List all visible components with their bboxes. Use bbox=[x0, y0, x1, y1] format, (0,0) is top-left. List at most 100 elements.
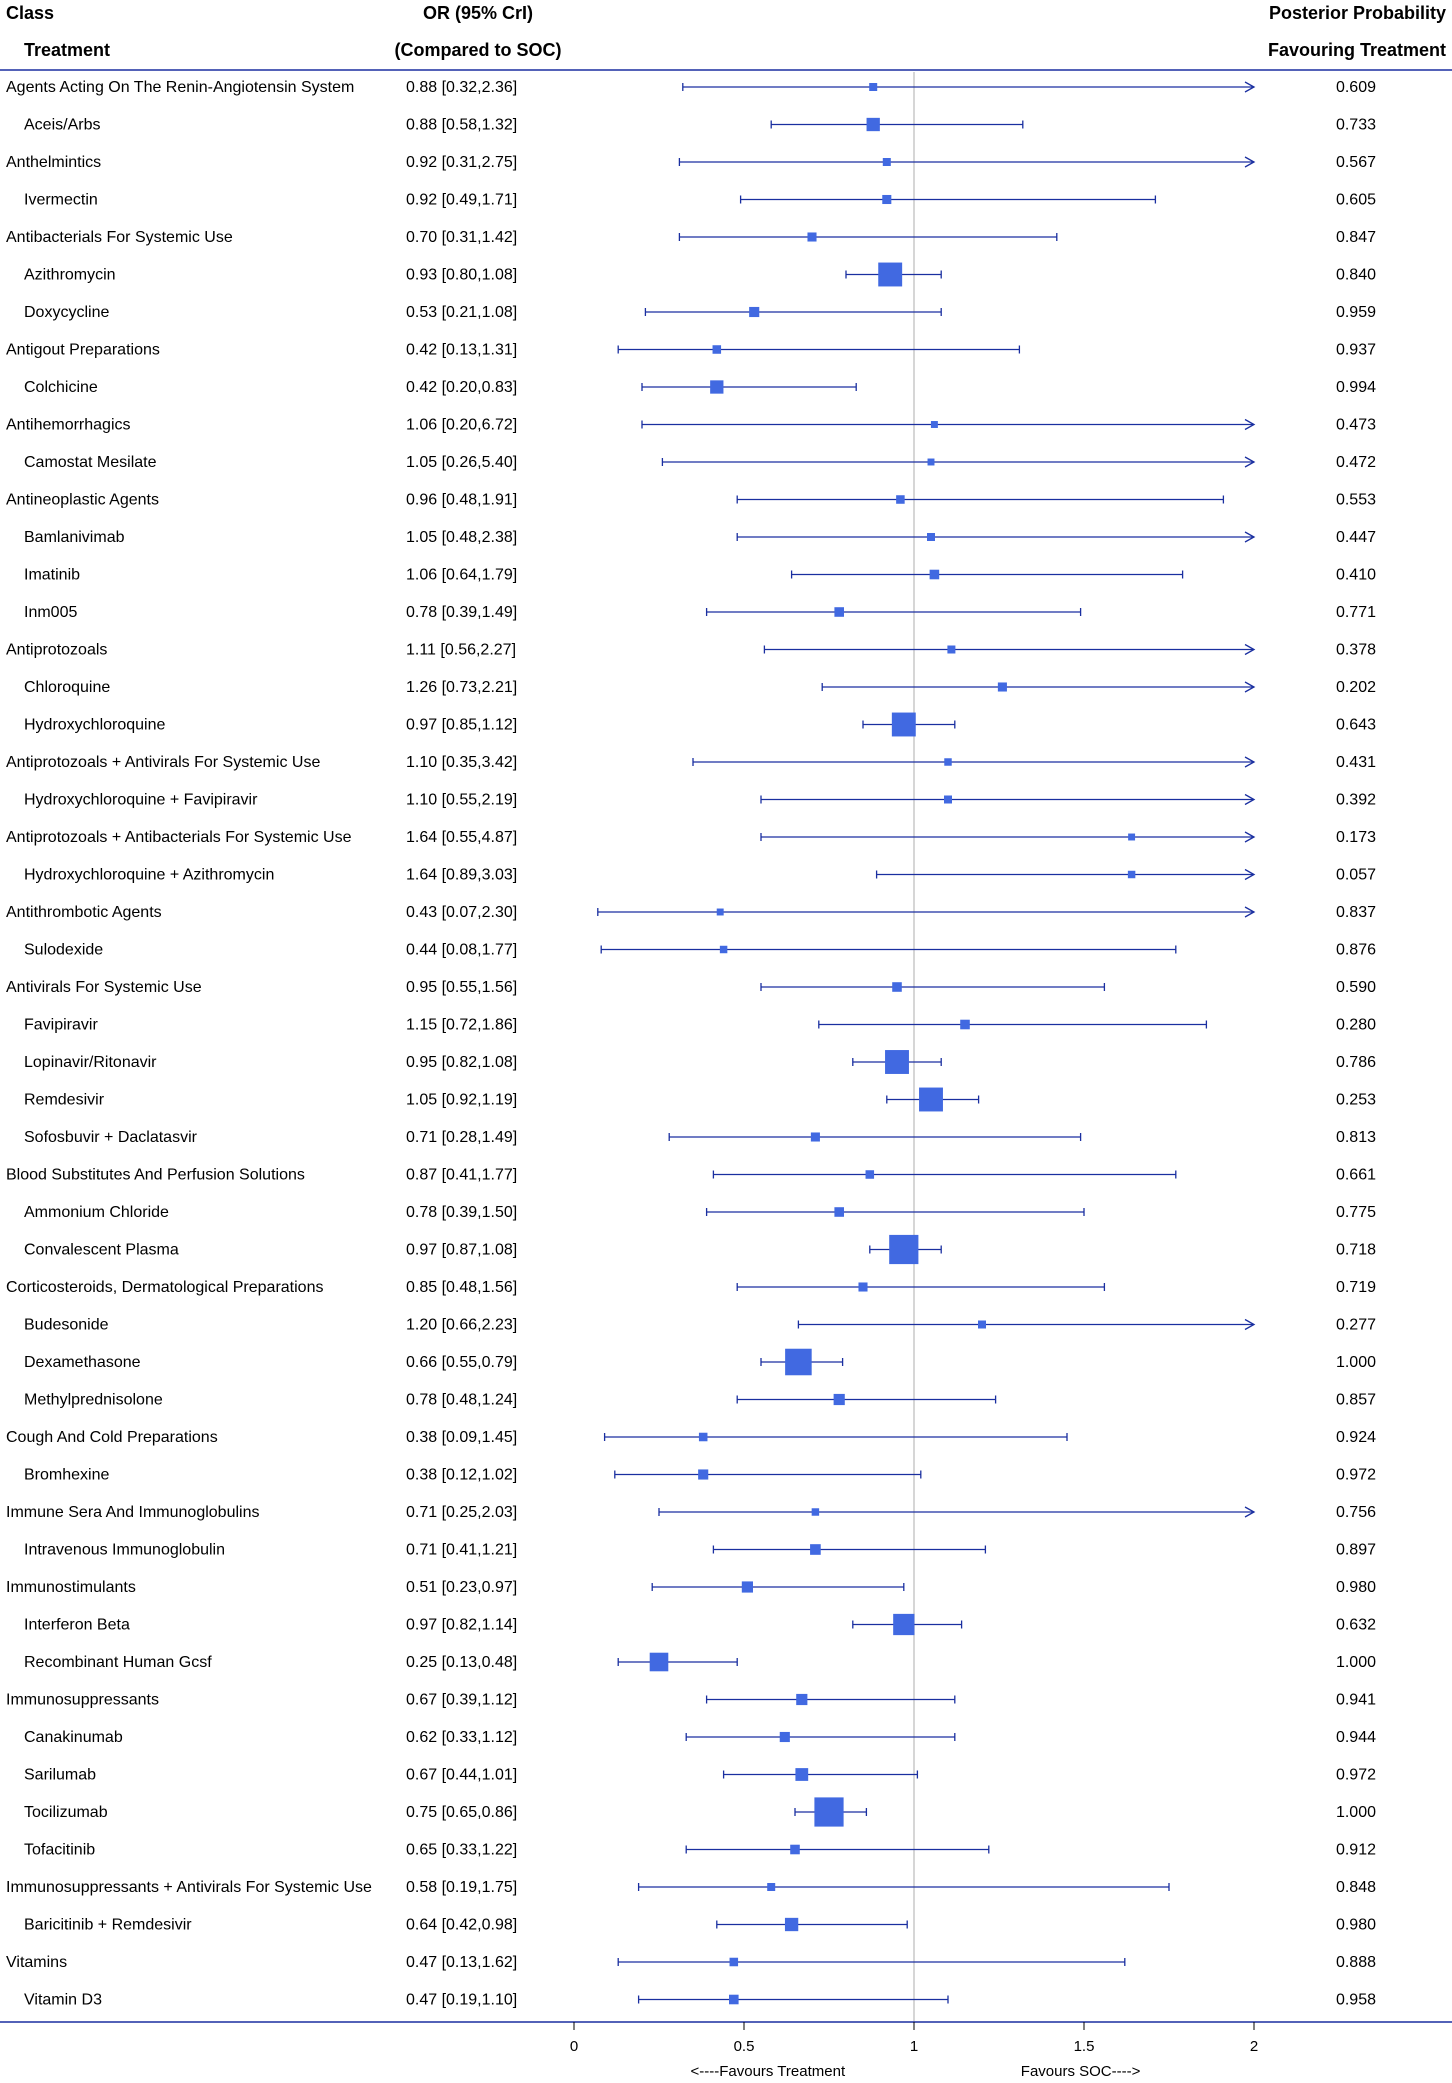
ci-arrow bbox=[1244, 868, 1256, 881]
table-row: Immunosuppressants + Antivirals For Syst… bbox=[6, 1879, 1376, 1896]
or-ci-value: 1.06 [0.64,1.79] bbox=[406, 567, 517, 584]
posterior-probability: 0.959 bbox=[1336, 304, 1376, 321]
header-probability-sub: Favouring Treatment bbox=[1268, 40, 1446, 60]
treatment-label: Chloroquine bbox=[24, 679, 110, 696]
or-ci-value: 0.92 [0.49,1.71] bbox=[406, 192, 517, 209]
table-row: Antibacterials For Systemic Use 0.70 [0.3… bbox=[6, 229, 1376, 246]
table-row: Baricitinib + Remdesivir 0.64 [0.42,0.98]… bbox=[24, 1917, 1376, 1934]
posterior-probability: 0.719 bbox=[1336, 1279, 1376, 1296]
class-label: Antibacterials For Systemic Use bbox=[6, 229, 233, 246]
point-estimate bbox=[929, 569, 940, 580]
tick-label: 0 bbox=[570, 2038, 578, 2055]
treatment-label: Colchicine bbox=[24, 379, 98, 396]
posterior-probability: 0.958 bbox=[1336, 1992, 1376, 2009]
tick-label: 0.5 bbox=[734, 2038, 755, 2055]
treatment-label: Recombinant Human Gcsf bbox=[24, 1654, 212, 1671]
treatment-label: Methylprednisolone bbox=[24, 1392, 163, 1409]
posterior-probability: 0.941 bbox=[1336, 1692, 1376, 1709]
or-ci-value: 0.71 [0.41,1.21] bbox=[406, 1542, 517, 1559]
table-row: Recombinant Human Gcsf 0.25 [0.13,0.48] 1.… bbox=[24, 1652, 1376, 1672]
point-estimate bbox=[716, 908, 724, 916]
table-row: Antineoplastic Agents 0.96 [0.48,1.91] 0.5… bbox=[6, 492, 1376, 509]
or-ci-value: 1.05 [0.48,2.38] bbox=[406, 529, 517, 546]
posterior-probability: 1.000 bbox=[1336, 1804, 1376, 1821]
ci-arrow bbox=[1244, 531, 1256, 543]
treatment-label: Azithromycin bbox=[24, 267, 116, 284]
header-probability: Posterior Probability bbox=[1269, 3, 1446, 23]
or-ci-value: 1.11 [0.56,2.27] bbox=[406, 642, 516, 659]
point-estimate bbox=[869, 83, 878, 91]
class-label: Antineoplastic Agents bbox=[6, 492, 159, 509]
or-ci-value: 0.97 [0.87,1.08] bbox=[406, 1242, 517, 1259]
point-estimate bbox=[865, 1170, 875, 1179]
or-ci-value: 0.44 [0.08,1.77] bbox=[406, 942, 517, 959]
treatment-label: Lopinavir/Ritonavir bbox=[24, 1054, 157, 1071]
ci-arrow bbox=[1244, 456, 1256, 468]
class-label: Immunostimulants bbox=[6, 1579, 136, 1596]
treatment-label: Imatinib bbox=[24, 567, 80, 584]
table-row: Canakinumab 0.62 [0.33,1.12] 0.944 bbox=[24, 1729, 1376, 1746]
posterior-probability: 0.786 bbox=[1336, 1054, 1376, 1071]
class-label: Anthelmintics bbox=[6, 154, 101, 171]
table-row: Lopinavir/Ritonavir 0.95 [0.82,1.08] 0.786 bbox=[24, 1050, 1376, 1074]
table-row: Tocilizumab 0.75 [0.65,0.86] 1.000 bbox=[24, 1797, 1376, 1827]
or-ci-value: 1.10 [0.55,2.19] bbox=[406, 792, 517, 809]
or-ci-value: 0.38 [0.09,1.45] bbox=[406, 1429, 517, 1446]
posterior-probability: 0.057 bbox=[1336, 867, 1376, 884]
point-estimate bbox=[807, 232, 817, 242]
table-row: Agents Acting On The Renin-Angiotensin S… bbox=[6, 79, 1376, 96]
or-ci-value: 0.47 [0.19,1.10] bbox=[406, 1992, 517, 2009]
xlabel-favours-soc: Favours SOC----> bbox=[1021, 2063, 1141, 2080]
posterior-probability: 0.277 bbox=[1336, 1317, 1376, 1334]
posterior-probability: 0.590 bbox=[1336, 979, 1376, 996]
point-estimate bbox=[698, 1432, 708, 1442]
posterior-probability: 0.280 bbox=[1336, 1017, 1376, 1034]
or-ci-value: 0.51 [0.23,0.97] bbox=[406, 1579, 517, 1596]
treatment-label: Camostat Mesilate bbox=[24, 454, 157, 471]
posterior-probability: 0.605 bbox=[1336, 192, 1376, 209]
posterior-probability: 0.937 bbox=[1336, 342, 1376, 359]
treatment-label: Intravenous Immunoglobulin bbox=[24, 1542, 225, 1559]
point-estimate bbox=[729, 1957, 739, 1967]
treatment-label: Budesonide bbox=[24, 1317, 109, 1334]
treatment-label: Ivermectin bbox=[24, 192, 98, 209]
class-label: Vitamins bbox=[6, 1954, 67, 1971]
header-or: OR (95% CrI) bbox=[423, 3, 533, 23]
table-row: Antigout Preparations 0.42 [0.13,1.31] 0.9… bbox=[6, 342, 1376, 359]
table-row: Remdesivir 1.05 [0.92,1.19] 0.253 bbox=[24, 1087, 1376, 1112]
table-row: Sulodexide 0.44 [0.08,1.77] 0.876 bbox=[24, 942, 1376, 959]
treatment-label: Favipiravir bbox=[24, 1017, 98, 1034]
posterior-probability: 0.632 bbox=[1336, 1617, 1376, 1634]
class-label: Antithrombotic Agents bbox=[6, 904, 162, 921]
class-label: Immunosuppressants + Antivirals For Syst… bbox=[6, 1879, 372, 1896]
point-estimate bbox=[767, 1883, 776, 1891]
class-label: Antivirals For Systemic Use bbox=[6, 979, 202, 996]
or-ci-value: 0.38 [0.12,1.02] bbox=[406, 1467, 517, 1484]
class-label: Agents Acting On The Renin-Angiotensin S… bbox=[6, 79, 354, 96]
table-row: Camostat Mesilate 1.05 [0.26,5.40] 0.472 bbox=[24, 454, 1376, 471]
class-label: Antiprotozoals bbox=[6, 642, 107, 659]
treatment-label: Doxycycline bbox=[24, 304, 109, 321]
class-label: Antiprotozoals + Antibacterials For Syst… bbox=[6, 829, 352, 846]
class-label: Immunosuppressants bbox=[6, 1692, 159, 1709]
table-row: Hydroxychloroquine + Azithromycin 1.64 [0… bbox=[24, 867, 1376, 884]
posterior-probability: 0.972 bbox=[1336, 1467, 1376, 1484]
posterior-probability: 1.000 bbox=[1336, 1354, 1376, 1371]
or-ci-value: 0.96 [0.48,1.91] bbox=[406, 492, 517, 509]
or-ci-value: 0.88 [0.58,1.32] bbox=[406, 117, 517, 134]
ci-arrow bbox=[1244, 756, 1256, 768]
or-ci-value: 1.26 [0.73,2.21] bbox=[406, 679, 517, 696]
posterior-probability: 0.837 bbox=[1336, 904, 1376, 921]
point-estimate bbox=[891, 712, 916, 737]
x-axis: 0 0.5 1 1.5 2 <----Favours Treatment Favours S… bbox=[0, 2021, 1452, 2080]
posterior-probability: 0.431 bbox=[1336, 754, 1376, 771]
point-estimate bbox=[719, 945, 728, 954]
or-ci-value: 0.88 [0.32,2.36] bbox=[406, 79, 517, 96]
or-ci-value: 0.42 [0.20,0.83] bbox=[406, 379, 517, 396]
treatment-label: Remdesivir bbox=[24, 1092, 105, 1109]
posterior-probability: 0.857 bbox=[1336, 1392, 1376, 1409]
table-row: Immune Sera And Immunoglobulins 0.71 [0.2… bbox=[6, 1504, 1376, 1521]
point-estimate bbox=[698, 1469, 709, 1480]
treatment-label: Ammonium Chloride bbox=[24, 1204, 169, 1221]
